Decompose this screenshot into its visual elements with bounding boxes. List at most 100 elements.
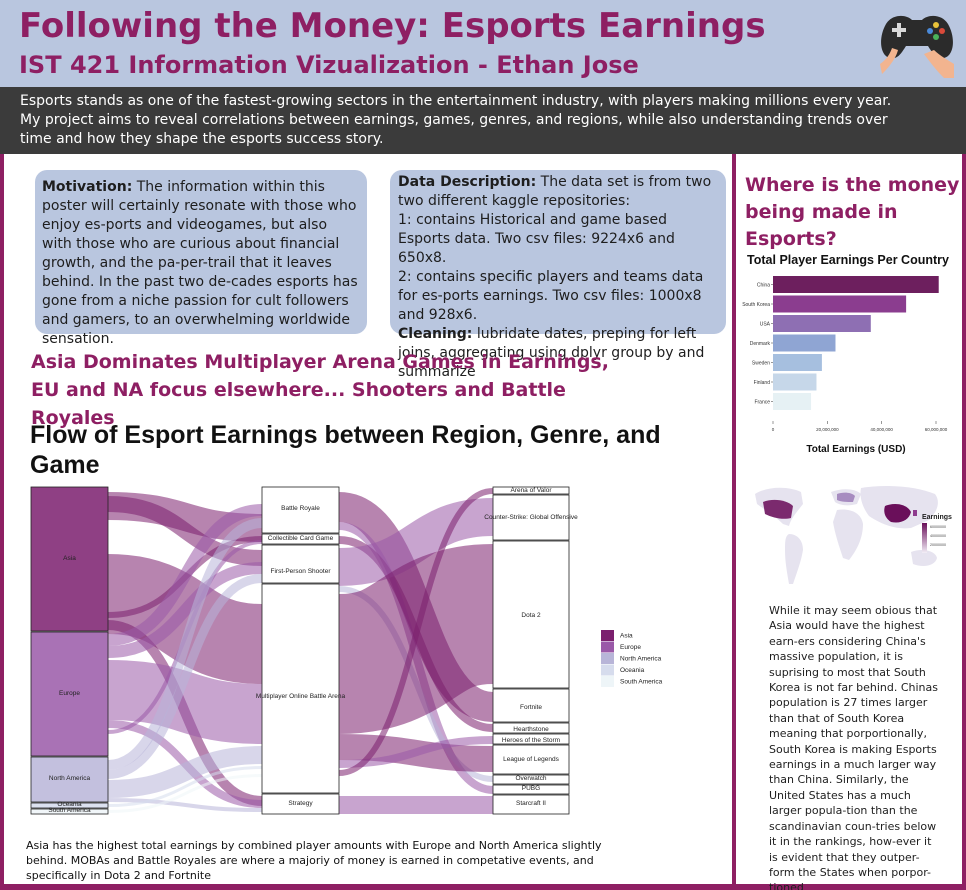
country-earnings-bar-chart: Total Player Earnings Per Country China S… — [742, 253, 949, 455]
sankey-genre-label: Battle Royale — [281, 505, 320, 512]
bar-marks: China South Korea USA Denmark Sweden Finland F… — [742, 276, 939, 410]
sankey-genre-label: Multiplayer Online Battle Arena — [256, 693, 346, 700]
bar-x-axis-label: Total Earnings (USD) — [806, 444, 905, 455]
sankey-game-label: Fortnite — [520, 704, 542, 711]
frame-border-left — [0, 154, 4, 890]
world-earnings-map: Earnings 60000000 40000000 20000000 — [755, 486, 952, 584]
bar-x-tick-label: 40,000,000 — [870, 427, 893, 432]
sankey-link — [338, 498, 494, 586]
bar-category-label: South Korea — [742, 302, 770, 308]
sankey-legend: Asia Europe North America Oceania South Amer… — [601, 630, 663, 687]
sankey-game-node — [492, 688, 570, 723]
data-description-label: Data Description: — [398, 174, 537, 190]
sankey-game-label: Dota 2 — [521, 612, 541, 619]
bar-x-tick-label: 20,000,000 — [816, 427, 839, 432]
map-legend-title: Earnings — [922, 514, 952, 521]
intro-line: Esports stands as one of the fastest-gro… — [20, 93, 892, 109]
sankey-game-node — [492, 733, 570, 745]
map-legend-tick: 20000000 — [930, 543, 946, 547]
sankey-genre-node — [261, 533, 340, 545]
motivation-box: Motivation: The information within this … — [35, 170, 367, 347]
sankey-genre-node — [261, 583, 340, 794]
asia-heading: Asia Dominates Multiplayer Arena Games i… — [31, 351, 609, 429]
bar-category-label: Sweden — [752, 361, 770, 367]
sankey-link — [338, 488, 494, 776]
sankey-game-node — [492, 794, 570, 815]
motivation-text: The information within this poster will … — [42, 179, 358, 347]
poster-header: Following the Money: Esports Earnings IS… — [0, 0, 966, 87]
sankey-region-node — [30, 808, 109, 815]
poster-subtitle: IST 421 Information Vizualization - Etha… — [19, 51, 639, 79]
sankey-game-label: Starcraft II — [516, 800, 546, 807]
sankey-legend-label: Europe — [620, 644, 641, 651]
sankey-game-label: PUBG — [522, 785, 540, 792]
sankey-region-label: South America — [48, 807, 91, 814]
usa-region — [763, 499, 793, 519]
sankey-link — [107, 660, 263, 744]
bar-x-tick-label: 0 — [772, 427, 775, 432]
sankey-legend-label: Asia — [620, 633, 633, 640]
country-analysis-text: While it may seem obious that Asia would… — [769, 604, 938, 890]
sankey-game-node — [492, 784, 570, 795]
sankey-region-node — [30, 756, 109, 803]
sankey-region-label: North America — [49, 775, 91, 782]
sankey-link — [107, 518, 263, 770]
sankey-legend-swatch — [601, 630, 614, 641]
sankey-link — [107, 766, 263, 807]
sankey-link — [107, 774, 263, 813]
sankey-game-label: League of Legends — [503, 756, 559, 763]
sankey-genre-label: First-Person Shooter — [271, 568, 332, 575]
sankey-title: Flow of Esport Earnings between Region, … — [30, 421, 661, 479]
sankey-game-node — [492, 774, 570, 785]
bar-mark — [773, 315, 871, 332]
china-region — [884, 504, 911, 523]
sankey-game-label: Arena of Valor — [510, 487, 552, 494]
bar-mark — [773, 295, 907, 313]
sankey-link — [107, 574, 263, 779]
intro-line: My project aims to reveal correlations b… — [20, 112, 888, 128]
bar-mark — [773, 276, 939, 293]
sankey-region-label: Asia — [63, 555, 76, 562]
bar-x-tick-label: 60,000,000 — [925, 427, 948, 432]
sankey-game-node — [492, 486, 570, 495]
game-controller-icon — [880, 15, 954, 78]
sankey-link — [107, 746, 263, 798]
data-source-1: 1: contains Historical and game based Es… — [398, 212, 675, 266]
sankey-genre-node — [261, 544, 340, 584]
bar-category-label: Denmark — [750, 341, 771, 347]
sankey-region-label: Europe — [59, 690, 80, 697]
europe-region — [837, 492, 855, 502]
sankey-legend-label: North America — [620, 656, 662, 663]
sankey-game-label: Heroes of the Storm — [502, 737, 560, 744]
map-legend-gradient — [922, 523, 927, 553]
sankey-link — [107, 504, 263, 646]
money-heading: Where is the money being made in Esports… — [745, 174, 960, 250]
sankey-legend-label: South America — [620, 679, 663, 686]
bar-category-label: Finland — [754, 380, 771, 386]
frame-border-right — [962, 154, 966, 890]
sankey-game-node — [492, 744, 570, 775]
bar-mark — [773, 393, 812, 410]
sankey-game-label: Hearthstone — [513, 726, 549, 733]
frame-border-bottom — [0, 884, 966, 890]
intro-text: Esports stands as one of the fastest-gro… — [0, 87, 966, 154]
sankey-game-node — [492, 494, 570, 541]
bar-category-label: France — [754, 400, 770, 406]
sankey-links — [106, 488, 496, 814]
sankey-link — [106, 554, 264, 684]
sankey-genre-label: Strategy — [288, 800, 313, 807]
sankey-caption: Asia has the highest total earnings by c… — [26, 839, 602, 882]
bar-mark — [773, 334, 836, 352]
bar-x-axis: 0 20,000,000 40,000,000 60,000,000 — [772, 421, 948, 432]
sankey-game-label: Overwatch — [515, 775, 546, 782]
sankey-region-node — [30, 802, 109, 809]
bar-category-label: China — [757, 283, 770, 289]
sankey-region-node — [30, 486, 109, 632]
data-description-text: The data set is from two two different k… — [398, 174, 712, 209]
sankey-legend-swatch — [601, 664, 614, 676]
sankey-game-node — [492, 722, 570, 734]
cleaning-label: Cleaning: — [398, 326, 473, 342]
poster-title: Following the Money: Esports Earnings — [19, 6, 766, 46]
